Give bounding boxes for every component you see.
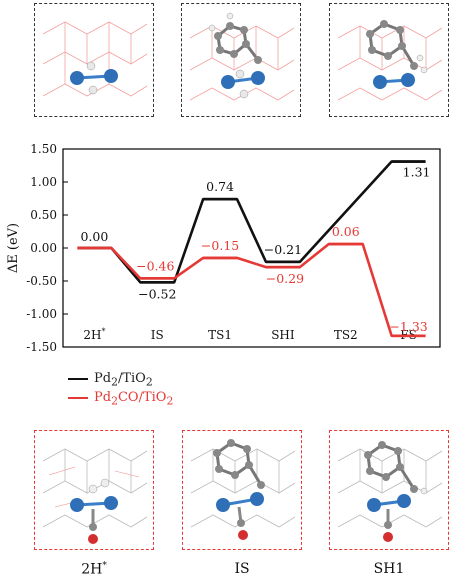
legend-swatch [68, 396, 88, 399]
structure-panel-top-2 [181, 3, 301, 117]
data-label: −0.29 [266, 271, 304, 286]
data-label: −0.15 [201, 238, 239, 253]
structure-panel-bottom-3 [329, 430, 449, 550]
plot-frame [62, 148, 441, 348]
data-label: −0.52 [138, 286, 176, 301]
data-label: −0.21 [264, 242, 302, 257]
legend-label: /TiO [117, 371, 146, 386]
legend-label: Pd [94, 371, 112, 386]
structure-image [337, 441, 443, 542]
x-category-label: 2H* [83, 327, 105, 342]
legend-sub: 2 [111, 375, 118, 389]
x-category-label: TS2 [334, 328, 358, 342]
y-tick-label: -1.50 [26, 340, 57, 354]
caption-is: IS [234, 561, 250, 577]
legend-item-pd2-tio2: Pd2/TiO2 [68, 371, 153, 389]
data-label: 1.31 [403, 165, 431, 180]
energy-profile-chart: 1.50 1.00 0.50 0.00 -0.50 -1.00 -1.50 ΔE (eV) 2H… [6, 142, 441, 354]
series-line-0 [77, 160, 426, 284]
legend-sub: 2 [145, 375, 153, 389]
structure-image [42, 448, 148, 544]
y-tick-label: 0.00 [30, 241, 57, 255]
y-tick-label: 0.50 [30, 208, 57, 222]
legend-label: Pd [94, 390, 112, 405]
structure-image [190, 439, 296, 540]
legend-label: CO/TiO [117, 390, 167, 405]
data-label: −1.33 [389, 319, 427, 334]
legend-item-pd2co-tio2: Pd2CO/TiO2 [68, 390, 173, 408]
data-label: 0.74 [206, 179, 234, 194]
structure-image [337, 20, 443, 101]
caption-sh1: SH1 [373, 561, 405, 577]
legend-swatch [68, 377, 88, 380]
y-tick-label: 1.50 [30, 142, 57, 156]
y-tick-label: -0.50 [26, 274, 57, 288]
x-category-label: SHI [271, 328, 295, 342]
structure-image [42, 21, 148, 97]
y-tick-label: -1.00 [26, 307, 57, 321]
structure-panel-bottom-1 [34, 430, 154, 550]
y-axis-label: ΔE (eV) [6, 223, 21, 273]
legend-sub: 2 [111, 394, 118, 408]
x-category-label: TS1 [208, 328, 232, 342]
structure-panel-top-1 [34, 3, 154, 117]
data-label: 0.06 [332, 224, 360, 239]
caption-2h: 2H* [81, 561, 107, 578]
structure-panel-bottom-2 [182, 430, 302, 550]
x-category-label: IS [151, 328, 164, 342]
structure-image [189, 12, 295, 101]
series-line-1 [77, 242, 426, 338]
data-label: −0.46 [136, 258, 174, 273]
data-label: 0.00 [80, 229, 108, 244]
structure-panel-top-3 [329, 3, 449, 117]
y-tick-label: 1.00 [30, 175, 57, 189]
legend-sub: 2 [166, 394, 174, 408]
